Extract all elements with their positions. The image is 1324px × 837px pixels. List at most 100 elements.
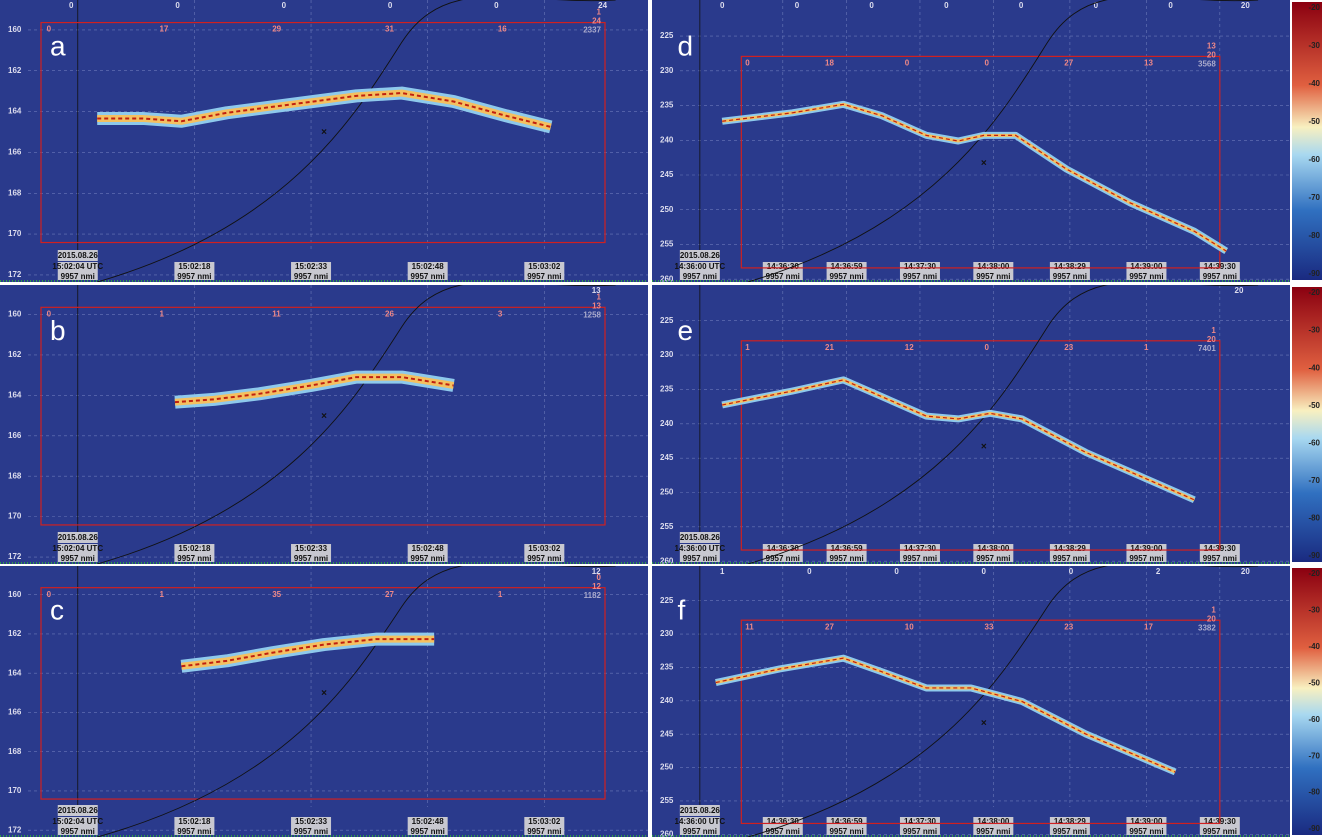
time-label-bg: [679, 544, 720, 562]
range-label: 9957 nmi: [1129, 272, 1163, 281]
box-count: 17: [159, 25, 168, 34]
time-label-bg: [679, 817, 720, 835]
top-count: 0: [494, 1, 499, 10]
y-tick-label: 255: [660, 796, 674, 805]
time-label: 15:02:18: [178, 262, 211, 271]
box-count: 17: [1144, 622, 1153, 631]
time-label: 14:37:30: [904, 262, 937, 271]
box-count: 21: [825, 343, 834, 352]
corner-count: 12: [592, 582, 601, 591]
colorbar-label: -40: [1308, 79, 1320, 88]
corner-count: 0: [597, 573, 602, 582]
y-tick-label: 164: [8, 668, 22, 677]
range-label: 9957 nmi: [903, 827, 937, 836]
top-count: 0: [1069, 567, 1074, 576]
box-count: 0: [905, 59, 910, 68]
colorbar-label: -20: [1308, 569, 1320, 578]
time-label-bg: [524, 544, 565, 562]
time-label: 15:02:04 UTC: [52, 544, 103, 553]
colorbar: [1292, 2, 1322, 280]
range-label: 9957 nmi: [294, 827, 328, 836]
panel-letter: a: [50, 30, 66, 61]
y-tick-label: 240: [660, 419, 674, 428]
track-curve: [747, 566, 1259, 837]
centroid-mark: ×: [981, 441, 987, 452]
y-tick-label: 164: [8, 391, 22, 400]
detection-box: [740, 619, 1221, 825]
time-label: 15:02:04 UTC: [52, 817, 103, 826]
range-label: 9957 nmi: [903, 272, 937, 281]
plot-background: [0, 566, 648, 837]
time-label: 15:02:18: [178, 817, 211, 826]
time-label: 14:37:30: [904, 817, 937, 826]
y-tick-label: 260: [660, 274, 674, 282]
top-count: 24: [598, 1, 607, 10]
date-label-bg: [57, 532, 98, 543]
time-label-bg: [291, 817, 332, 835]
time-label: 14:36:59: [831, 544, 864, 553]
time-label-bg: [1126, 817, 1167, 835]
y-tick-label: 245: [660, 170, 674, 179]
centroid-mark: ×: [981, 718, 987, 729]
colorbar-label: -20: [1308, 3, 1320, 12]
time-label: 14:37:30: [904, 544, 937, 553]
range-label: 9957 nmi: [766, 827, 800, 836]
time-label: 15:02:33: [295, 817, 328, 826]
top-count: 20: [1235, 286, 1244, 295]
centroid-mark: ×: [321, 411, 327, 422]
time-label: 14:36:00 UTC: [675, 817, 726, 826]
panel-letter: c: [50, 594, 64, 625]
date-label: 2015.08.26: [58, 533, 99, 542]
box-count: 0: [985, 59, 990, 68]
corner-count: 1: [597, 8, 602, 17]
corner-count: 1: [1211, 326, 1216, 335]
time-label: 14:36:00 UTC: [675, 262, 726, 271]
range-label: 9957 nmi: [766, 554, 800, 563]
box-count: 18: [825, 59, 834, 68]
centroid-mark: ×: [321, 688, 327, 699]
time-label-bg: [524, 817, 565, 835]
panel-letter: b: [50, 315, 66, 346]
detection-box: [40, 21, 606, 244]
time-label-bg: [1199, 262, 1240, 280]
y-tick-label: 255: [660, 240, 674, 249]
plot-background: [652, 566, 1290, 837]
range-label: 9957 nmi: [527, 272, 561, 281]
y-tick-label: 160: [8, 310, 22, 319]
colorbar-label: -50: [1308, 117, 1320, 126]
time-label-bg: [899, 262, 940, 280]
box-count: 11: [272, 309, 281, 318]
range-label: 9957 nmi: [683, 272, 717, 281]
y-tick-label: 162: [8, 629, 22, 638]
y-tick-label: 160: [8, 590, 22, 599]
colorbar-label: -80: [1308, 788, 1320, 797]
time-label: 14:39:00: [1130, 817, 1163, 826]
date-label-bg: [679, 805, 720, 816]
y-tick-label: 250: [660, 763, 674, 772]
track-curve: [97, 566, 616, 837]
y-tick-label: 164: [8, 107, 22, 116]
y-tick-label: 225: [660, 316, 674, 325]
y-tick-label: 230: [660, 66, 674, 75]
detection-box: [740, 55, 1221, 269]
time-label-bg: [1126, 262, 1167, 280]
time-label-bg: [899, 544, 940, 562]
range-label: 9957 nmi: [61, 554, 95, 563]
corner-count: 2337: [583, 26, 601, 35]
time-label-bg: [973, 262, 1014, 280]
range-label: 9957 nmi: [683, 554, 717, 563]
box-count: 27: [385, 590, 394, 599]
time-label-bg: [407, 262, 448, 280]
colorbar-label: -60: [1308, 715, 1320, 724]
time-label-bg: [57, 262, 98, 280]
corner-count: 3382: [1198, 623, 1216, 632]
y-tick-label: 166: [8, 708, 22, 717]
box-count: 27: [1064, 59, 1073, 68]
box-count: 1: [498, 590, 503, 599]
y-tick-label: 172: [8, 270, 22, 279]
time-label-bg: [524, 262, 565, 280]
y-tick-label: 240: [660, 135, 674, 144]
